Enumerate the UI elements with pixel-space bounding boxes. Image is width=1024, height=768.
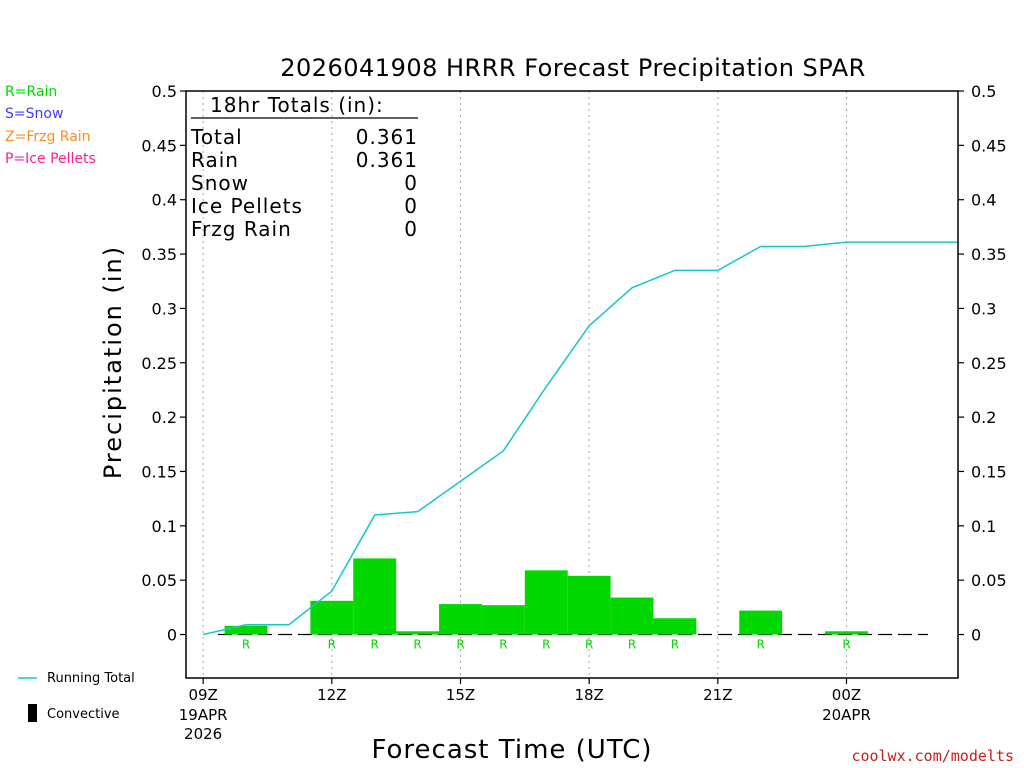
precip-bar [224, 625, 268, 635]
totals-row-label: Total [190, 125, 243, 149]
convective-legend-swatch [28, 704, 37, 722]
x-tick-label: 00Z [832, 686, 861, 704]
y-tick-label-right: 0.45 [971, 136, 1007, 155]
precip-type-code: R [499, 638, 507, 652]
totals-row-value: 0.361 [356, 148, 418, 172]
x-tick-sublabel-date: 20APR [822, 706, 871, 724]
y-tick-label-left: 0.05 [141, 571, 177, 590]
totals-row-value: 0.361 [356, 125, 418, 149]
x-tick-label: 09Z [188, 686, 217, 704]
legend-convective: Convective [47, 707, 120, 722]
totals-row-label: Ice Pellets [191, 194, 303, 218]
totals-header: 18hr Totals (in): [210, 93, 384, 117]
legend-ice-pellets: P=Ice Pellets [5, 151, 96, 167]
precip-type-code: R [242, 638, 250, 652]
precip-bar [610, 597, 654, 635]
y-tick-label-left: 0 [167, 626, 177, 645]
y-tick-label-left: 0.4 [152, 191, 177, 210]
y-tick-label-right: 0.15 [971, 462, 1007, 481]
x-tick-label: 12Z [317, 686, 346, 704]
x-tick-sublabel-year: 2026 [184, 725, 222, 743]
y-tick-label-right: 0.5 [971, 82, 996, 101]
precip-type-code: R [542, 638, 550, 652]
y-tick-label-left: 0.5 [152, 82, 177, 101]
precip-bar [739, 610, 783, 635]
totals-row-value: 0 [404, 217, 418, 241]
precip-bar [310, 600, 354, 635]
legend-running-total: Running Total [47, 671, 135, 686]
precip-bar [567, 575, 611, 635]
y-tick-label-left: 0.25 [141, 354, 177, 373]
credit-text: coolwx.com/modelts [851, 747, 1014, 765]
x-tick-sublabel-date: 19APR [179, 706, 228, 724]
x-tick-label: 18Z [574, 686, 603, 704]
legend-frzg-rain: Z=Frzg Rain [5, 129, 91, 145]
precip-type-code: R [371, 638, 379, 652]
running-total-layer [202, 241, 958, 636]
y-tick-label-left: 0.1 [152, 517, 177, 536]
y-tick-label-right: 0.4 [971, 191, 996, 210]
totals-row-value: 0 [404, 194, 418, 218]
precip-type-code: R [456, 638, 464, 652]
y-tick-label-left: 0.3 [152, 299, 177, 318]
precip-bar [396, 631, 440, 635]
totals-rows: Total 0.361 Rain 0.361 Snow 0 Ice Pellets 0 Frzg… [190, 125, 418, 241]
x-tick-label: 15Z [446, 686, 475, 704]
y-tick-label-left: 0.15 [141, 462, 177, 481]
precip-bar [825, 631, 868, 635]
precip-type-code: R [585, 638, 593, 652]
y-tick-label-right: 0.2 [971, 408, 996, 427]
precip-type-code: R [842, 638, 850, 652]
legend-rain: R=Rain [5, 84, 57, 100]
legend-snow: S=Snow [5, 106, 63, 122]
plot-frame [185, 90, 959, 679]
totals-row-label: Frzg Rain [191, 217, 292, 241]
totals-row-value: 0 [404, 171, 418, 195]
precip-bar [353, 558, 397, 635]
y-tick-label-right: 0.35 [971, 245, 1007, 264]
totals-row-label: Rain [191, 148, 239, 172]
chart-title: 2026041908 HRRR Forecast Precipitation S… [280, 54, 866, 82]
precip-type-code: R [671, 638, 679, 652]
precip-type-code: R [413, 638, 421, 652]
y-tick-label-left: 0.35 [141, 245, 177, 264]
precip-type-code: R [757, 638, 765, 652]
y-tick-label-right: 0.25 [971, 354, 1007, 373]
precip-bar [524, 570, 568, 635]
precip-type-code: R [628, 638, 636, 652]
precip-bar [481, 605, 525, 635]
x-axis-label: Forecast Time (UTC) [371, 735, 652, 765]
y-tick-label-right: 0 [971, 626, 981, 645]
y-tick-label-right: 0.1 [971, 517, 996, 536]
precip-bar [653, 618, 697, 635]
axes: 0 00.05 0.050.1 0.10.15 0.150.2 0.20.25 0.250.… [141, 82, 1006, 743]
grid-lines [202, 91, 928, 678]
y-axis-label: Precipitation (in) [99, 245, 127, 479]
precip-bar [439, 604, 482, 635]
totals-box: 18hr Totals (in): Total 0.361 Rain 0.361 Sno… [190, 93, 418, 241]
y-tick-label-left: 0.2 [152, 408, 177, 427]
y-tick-label-right: 0.3 [971, 299, 996, 318]
y-tick-label-right: 0.05 [971, 571, 1007, 590]
running-total-line [202, 241, 933, 636]
precip-type-code: R [328, 638, 336, 652]
hourly-precip-bars [224, 558, 868, 635]
y-tick-label-left: 0.45 [141, 136, 177, 155]
x-tick-label: 21Z [703, 686, 732, 704]
totals-row-label: Snow [191, 171, 249, 195]
